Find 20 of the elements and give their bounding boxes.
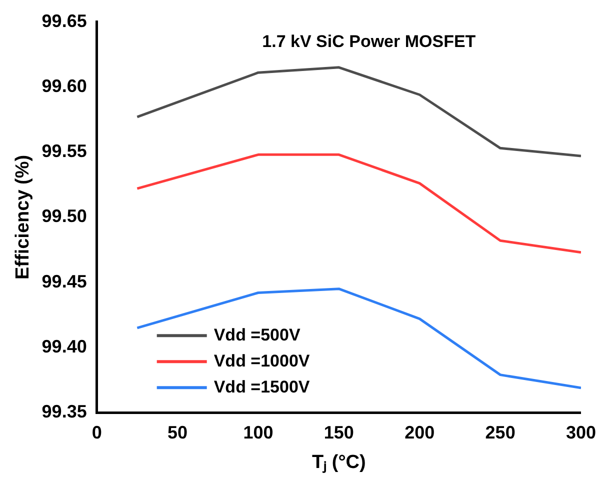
x-tick-label: 200: [404, 422, 435, 442]
x-tick-label: 0: [92, 422, 102, 442]
y-tick-label: 99.40: [42, 336, 87, 356]
y-tick-label: 99.60: [42, 76, 87, 96]
x-tick-label: 250: [485, 422, 516, 442]
x-tick-label: 50: [168, 422, 188, 442]
x-tick-label: 150: [324, 422, 354, 442]
y-tick-label: 99.55: [42, 141, 87, 162]
y-tick-label: 99.50: [42, 206, 87, 226]
x-axis-title: Tⱼ (°C): [312, 452, 366, 473]
legend-label: Vdd =500V: [214, 325, 301, 344]
x-tick-label: 300: [566, 422, 596, 442]
legend-label: Vdd =1500V: [214, 377, 310, 396]
y-tick-label: 99.45: [42, 271, 87, 292]
legend-label: Vdd =1000V: [214, 351, 310, 370]
y-axis-title: Efficiency (%): [12, 154, 34, 280]
y-tick-label: 99.65: [42, 10, 87, 31]
text: 1.7 kV SiC Power MOSFET: [262, 32, 476, 51]
x-tick-label: 100: [243, 422, 274, 442]
y-tick-label: 99.35: [42, 402, 87, 422]
